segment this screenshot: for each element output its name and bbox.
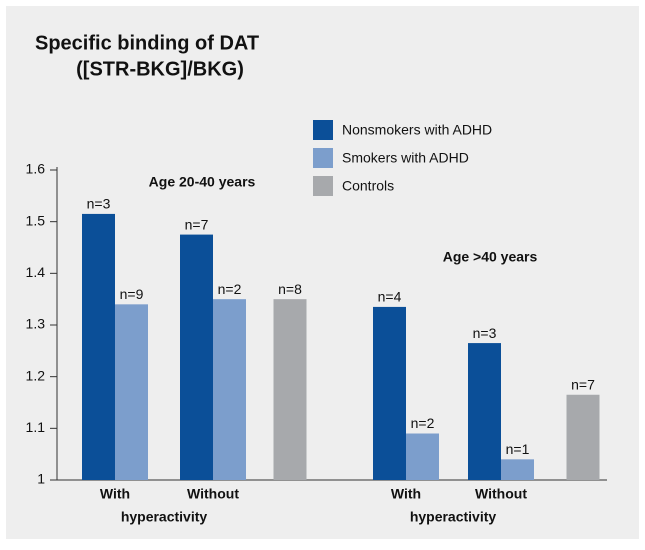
bar xyxy=(82,213,115,480)
y-tick-label: 1.3 xyxy=(26,316,46,332)
bar xyxy=(115,304,148,480)
legend-label: Controls xyxy=(342,178,394,194)
n-label: n=4 xyxy=(378,289,402,305)
bar xyxy=(566,394,600,480)
chart-title: ([STR-BKG]/BKG) xyxy=(76,58,244,80)
chart-title: Specific binding of DAT xyxy=(35,32,259,54)
group-sublabel: hyperactivity xyxy=(410,509,497,525)
n-label: n=2 xyxy=(218,281,242,297)
bar xyxy=(406,433,439,480)
bar xyxy=(373,306,406,480)
bar xyxy=(501,459,534,480)
bar xyxy=(213,299,246,480)
y-tick-label: 1.4 xyxy=(26,264,46,280)
group-sublabel: hyperactivity xyxy=(121,509,208,525)
legend-label: Smokers with ADHD xyxy=(342,150,469,166)
legend-swatch xyxy=(313,176,333,196)
group-label: Age 20-40 years xyxy=(149,174,256,190)
n-label: n=7 xyxy=(571,376,595,392)
y-tick-label: 1.2 xyxy=(26,367,46,383)
y-tick-label: 1.5 xyxy=(26,212,46,228)
n-label: n=3 xyxy=(87,196,111,212)
group-label: Age >40 years xyxy=(443,249,538,265)
x-tick-label: With xyxy=(100,486,130,502)
y-tick-label: 1 xyxy=(37,471,45,487)
x-tick-label: Without xyxy=(187,486,239,502)
n-label: n=8 xyxy=(278,281,302,297)
n-label: n=1 xyxy=(506,441,530,457)
legend-swatch xyxy=(313,120,333,140)
bar xyxy=(273,299,307,480)
n-label: n=3 xyxy=(473,325,497,341)
bar xyxy=(468,343,501,480)
x-tick-label: Without xyxy=(475,486,527,502)
legend-swatch xyxy=(313,148,333,168)
x-tick-label: With xyxy=(391,486,421,502)
n-label: n=9 xyxy=(120,286,144,302)
y-tick-label: 1.1 xyxy=(26,419,46,435)
n-label: n=7 xyxy=(185,216,209,232)
y-tick-label: 1.6 xyxy=(26,161,46,177)
legend-label: Nonsmokers with ADHD xyxy=(342,122,492,138)
n-label: n=2 xyxy=(411,415,435,431)
bar xyxy=(180,234,213,480)
